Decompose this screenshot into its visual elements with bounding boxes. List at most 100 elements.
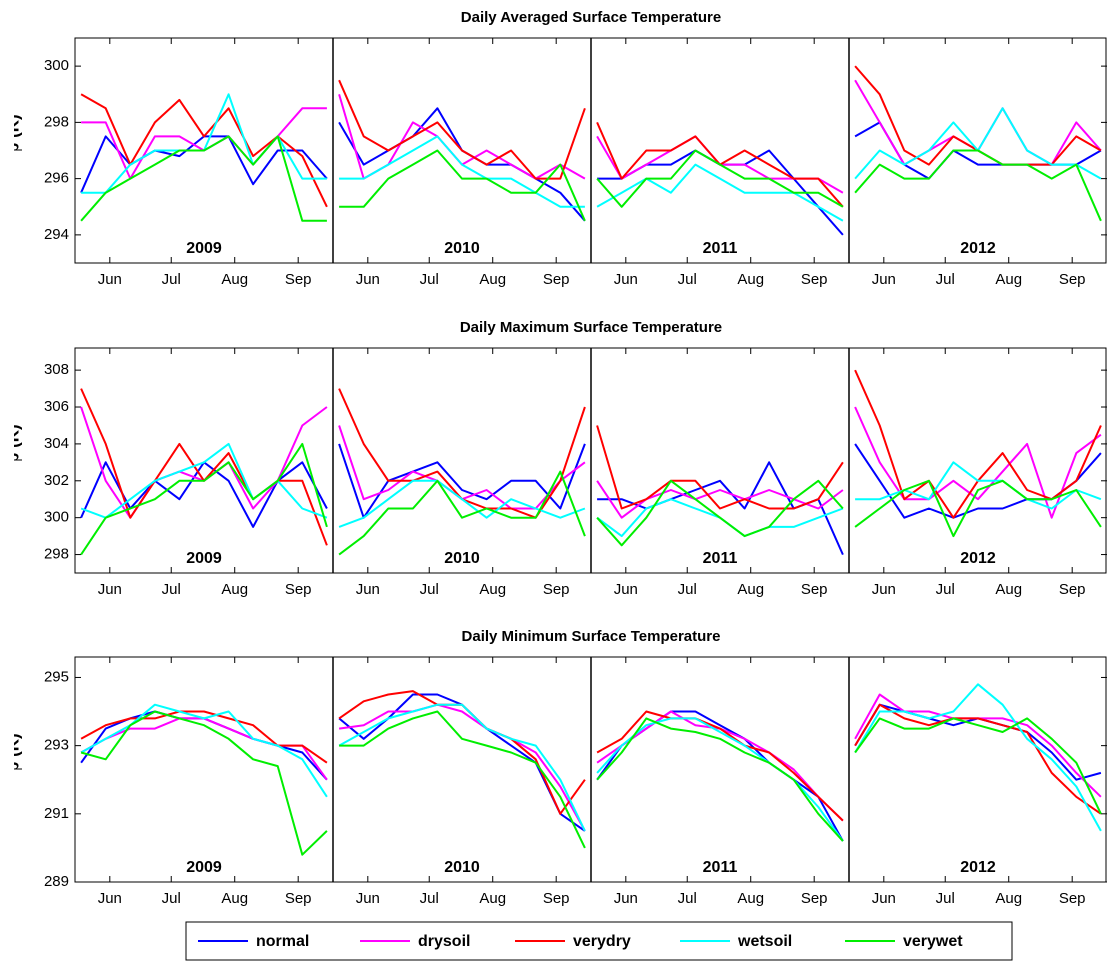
y-tick-label: 294 — [44, 226, 69, 243]
x-tick-label: Aug — [995, 271, 1022, 288]
x-tick-label: Aug — [221, 581, 248, 598]
series-line — [596, 425, 844, 510]
x-tick-label: Jun — [872, 581, 896, 598]
x-tick-label: Aug — [737, 271, 764, 288]
x-tick-label: Jul — [162, 890, 181, 907]
chart-title: Daily Maximum Surface Temperature — [460, 319, 722, 336]
x-tick-label: Jun — [98, 890, 122, 907]
series-line — [80, 442, 328, 519]
year-label: 2010 — [444, 240, 480, 257]
x-tick-label: Jun — [356, 890, 380, 907]
y-axis-label: Temp (K) — [3, 424, 22, 496]
series-line — [596, 717, 844, 842]
y-tick-label: 289 — [44, 873, 69, 890]
series-line — [80, 93, 328, 208]
series-line — [80, 135, 327, 222]
series-line — [80, 703, 328, 798]
series-line — [338, 94, 586, 180]
x-tick-label: Jul — [678, 581, 697, 598]
series-line — [80, 710, 328, 856]
series-line — [81, 107, 327, 180]
x-tick-label: Jul — [162, 271, 181, 288]
legend-label: normal — [256, 933, 309, 950]
x-tick-label: Jul — [162, 581, 181, 598]
y-tick-label: 298 — [44, 546, 69, 563]
y-tick-label: 295 — [44, 668, 69, 685]
x-tick-label: Jul — [678, 271, 697, 288]
y-tick-label: 291 — [44, 805, 69, 822]
series-line — [596, 717, 844, 842]
x-tick-label: Sep — [285, 581, 312, 598]
legend-label: wetsoil — [737, 933, 792, 950]
x-tick-label: Jun — [614, 271, 638, 288]
legend-label: verydry — [573, 933, 631, 950]
series-line — [854, 693, 1102, 798]
x-tick-label: Jun — [872, 271, 896, 288]
series-line — [339, 149, 586, 222]
series-line — [338, 703, 586, 832]
series-line — [854, 149, 1102, 222]
x-tick-label: Jun — [356, 271, 380, 288]
x-tick-label: Sep — [543, 581, 570, 598]
plot-frame — [74, 37, 1107, 264]
series-line — [338, 470, 586, 556]
chart-title: Daily Minimum Surface Temperature — [462, 628, 721, 645]
y-tick-label: 304 — [44, 435, 69, 452]
series-line — [596, 710, 844, 822]
series-line — [338, 79, 586, 180]
series-line — [854, 703, 1102, 781]
series-line — [80, 442, 328, 556]
x-tick-label: Jun — [614, 890, 638, 907]
series-line — [338, 443, 586, 519]
legend-label: drysoil — [418, 933, 470, 950]
x-tick-label: Jul — [936, 271, 955, 288]
x-tick-label: Sep — [1059, 890, 1086, 907]
x-tick-label: Jul — [678, 890, 697, 907]
x-tick-label: Jun — [614, 581, 638, 598]
x-tick-label: Sep — [801, 271, 828, 288]
x-tick-label: Sep — [801, 890, 828, 907]
series-line — [596, 149, 844, 208]
year-label: 2011 — [703, 240, 738, 257]
year-label: 2012 — [960, 240, 996, 257]
series-line — [338, 479, 586, 528]
chart-title: Daily Averaged Surface Temperature — [461, 9, 721, 26]
x-tick-label: Aug — [221, 890, 248, 907]
y-tick-label: 308 — [44, 361, 69, 378]
series-line — [80, 135, 328, 194]
year-label: 2009 — [186, 240, 222, 257]
x-tick-label: Sep — [543, 890, 570, 907]
x-tick-label: Jul — [936, 581, 955, 598]
year-label: 2011 — [703, 550, 738, 567]
year-label: 2012 — [960, 859, 996, 876]
series-line — [339, 135, 585, 208]
x-tick-label: Aug — [737, 581, 764, 598]
x-tick-label: Jun — [98, 271, 122, 288]
x-tick-label: Jun — [872, 890, 896, 907]
series-line — [855, 461, 1102, 510]
series-line — [854, 703, 1102, 815]
y-tick-label: 300 — [44, 57, 69, 74]
x-tick-label: Jul — [420, 890, 439, 907]
x-tick-label: Jul — [420, 271, 439, 288]
x-tick-label: Aug — [479, 890, 506, 907]
x-tick-label: Sep — [285, 890, 312, 907]
year-label: 2011 — [703, 859, 738, 876]
legend-label: verywet — [903, 933, 963, 950]
x-tick-label: Aug — [737, 890, 764, 907]
y-tick-label: 298 — [44, 113, 69, 130]
x-tick-label: Aug — [479, 271, 506, 288]
y-tick-label: 306 — [44, 398, 69, 415]
series-line — [338, 703, 586, 832]
plot-frame — [74, 656, 1107, 883]
series-line — [854, 479, 1102, 538]
y-tick-label: 296 — [44, 170, 69, 187]
x-tick-label: Aug — [479, 581, 506, 598]
year-label: 2012 — [960, 550, 996, 567]
y-tick-label: 302 — [44, 472, 69, 489]
y-axis-label: Temp (K) — [3, 733, 22, 805]
series-line — [596, 163, 844, 222]
year-label: 2010 — [444, 550, 480, 567]
year-label: 2009 — [186, 550, 222, 567]
